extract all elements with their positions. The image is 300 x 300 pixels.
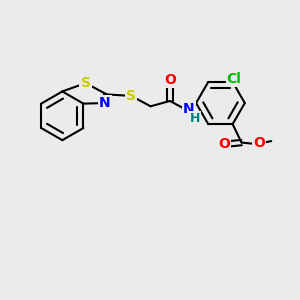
Text: S: S xyxy=(80,76,91,90)
Text: H: H xyxy=(190,112,200,125)
Text: N: N xyxy=(99,96,111,110)
Text: O: O xyxy=(254,136,265,150)
Text: O: O xyxy=(164,73,176,87)
Text: O: O xyxy=(218,137,230,151)
Text: N: N xyxy=(183,102,194,116)
Text: S: S xyxy=(126,89,136,103)
Text: Cl: Cl xyxy=(227,72,242,86)
